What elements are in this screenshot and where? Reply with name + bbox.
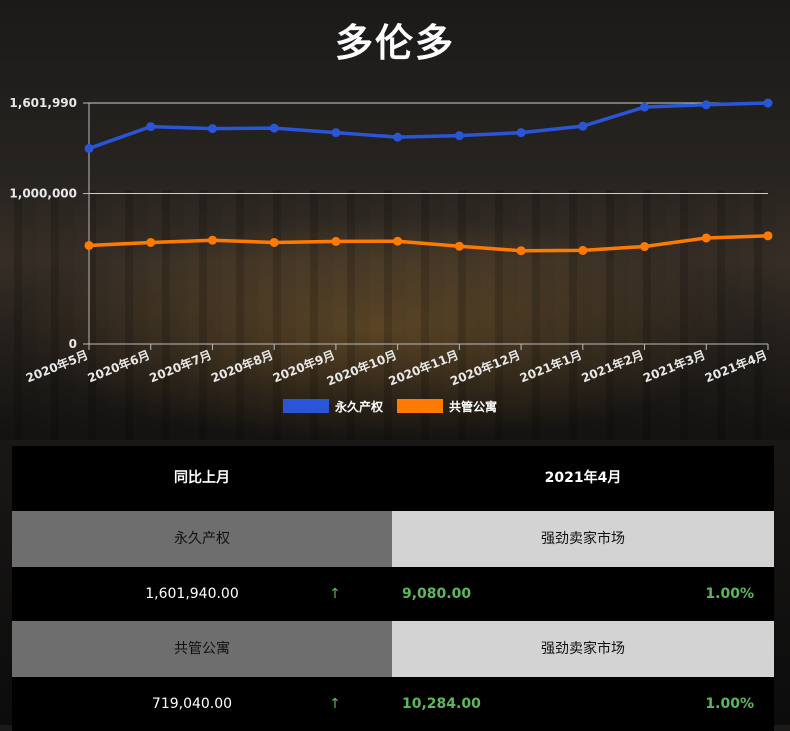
- data-point: [763, 231, 773, 241]
- x-tick-label: 2021年1月: [517, 347, 584, 386]
- market-status: 强劲卖家市场: [392, 511, 774, 567]
- chart-series: [84, 98, 773, 256]
- data-point: [516, 246, 526, 256]
- x-tick-label: 2020年8月: [209, 347, 276, 386]
- price-value: 719,040.00: [151, 696, 233, 712]
- data-point: [701, 233, 711, 243]
- data-point: [516, 128, 526, 138]
- header-month: 2021年4月: [544, 470, 622, 486]
- data-point: [146, 237, 156, 247]
- up-arrow-icon: ↑: [329, 696, 341, 712]
- summary-table: 同比上月 2021年4月 永久产权 强劲卖家市场 1,601,940.00 ↑ …: [12, 446, 774, 731]
- x-tick-label: 2021年4月: [703, 347, 770, 386]
- price-value: 1,601,940.00: [145, 586, 239, 602]
- data-point: [393, 132, 403, 142]
- table-row: 共管公寓 强劲卖家市场: [12, 621, 774, 677]
- table-row: 1,601,940.00 ↑ 9,080.00 1.00%: [12, 567, 774, 621]
- x-tick-label: 2020年6月: [85, 347, 152, 386]
- table-row: 719,040.00 ↑ 10,284.00 1.00%: [12, 677, 774, 731]
- y-tick-label: 1,601,990: [9, 96, 77, 110]
- chart-grid: [83, 102, 769, 350]
- y-axis-ticks: 1,601,990 1,000,000 0: [9, 96, 77, 351]
- data-point: [763, 98, 773, 108]
- data-point: [207, 235, 217, 245]
- change-percent: 1.00%: [705, 586, 754, 602]
- data-point: [578, 245, 588, 255]
- legend-label: 共管公寓: [449, 399, 497, 414]
- market-status: 强劲卖家市场: [392, 621, 774, 677]
- series-line-1: [88, 101, 769, 151]
- y-tick-label: 0: [69, 337, 77, 351]
- price-line-chart: 1,601,990 1,000,000 0 2020年5月2020年6月2020年7…: [9, 96, 773, 414]
- x-tick-label: 2020年12月: [448, 347, 522, 389]
- x-tick-label: 2020年7月: [147, 347, 214, 386]
- chart-legend: 永久产权 共管公寓: [283, 399, 497, 414]
- legend-swatch: [283, 399, 329, 413]
- table-header-row: 同比上月 2021年4月: [12, 446, 774, 511]
- up-arrow-icon: ↑: [329, 586, 341, 602]
- x-tick-label: 2021年2月: [579, 347, 646, 386]
- property-type-label: 永久产权: [12, 511, 392, 567]
- property-type-label: 共管公寓: [12, 621, 392, 677]
- data-point: [84, 143, 94, 153]
- change-percent: 1.00%: [705, 696, 754, 712]
- x-tick-label: 2021年3月: [641, 347, 708, 386]
- page-title: 多伦多: [334, 21, 455, 65]
- change-value: 9,080.00: [402, 586, 472, 602]
- data-point: [640, 102, 650, 112]
- x-tick-label: 2020年5月: [24, 347, 91, 386]
- x-tick-label: 2020年10月: [324, 347, 398, 389]
- legend-swatch: [397, 399, 443, 413]
- data-point: [393, 236, 403, 246]
- data-point: [269, 237, 279, 247]
- data-point: [269, 123, 279, 133]
- change-value: 10,284.00: [402, 696, 481, 712]
- data-point: [84, 240, 94, 250]
- table-row: 永久产权 强劲卖家市场: [12, 511, 774, 567]
- data-point: [640, 242, 650, 252]
- data-point: [331, 236, 341, 246]
- data-point: [578, 121, 588, 131]
- data-point: [454, 131, 464, 141]
- legend-label: 永久产权: [334, 399, 384, 414]
- y-tick-label: 1,000,000: [9, 187, 77, 201]
- data-point: [701, 100, 711, 110]
- city-background: [0, 190, 790, 440]
- data-point: [331, 128, 341, 138]
- data-point: [146, 122, 156, 132]
- data-point: [207, 124, 217, 134]
- header-period-label: 同比上月: [174, 470, 230, 486]
- data-point: [454, 241, 464, 251]
- series-line-2: [88, 234, 769, 253]
- x-axis-ticks: 2020年5月2020年6月2020年7月2020年8月2020年9月2020年…: [24, 347, 770, 389]
- x-tick-label: 2020年11月: [386, 347, 460, 389]
